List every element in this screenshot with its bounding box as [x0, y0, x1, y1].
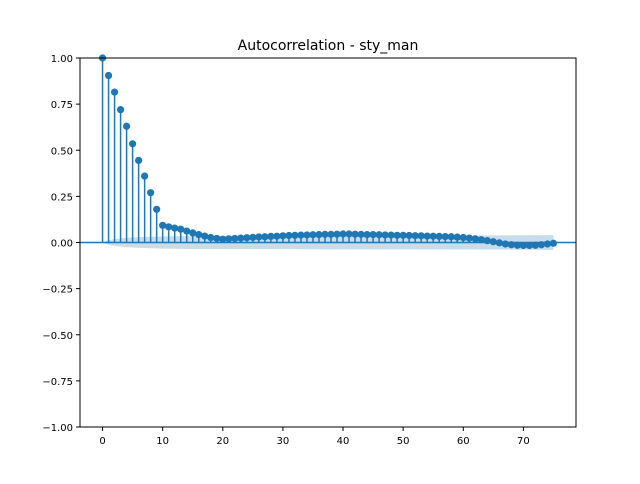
acf-marker [375, 231, 383, 239]
y-tick-label: −0.25 [42, 285, 73, 296]
acf-marker [303, 231, 311, 239]
y-tick-label: 0.00 [51, 239, 73, 250]
acf-marker [423, 232, 431, 240]
y-tick-label: 0.75 [51, 100, 73, 111]
acf-marker [243, 234, 251, 242]
acf-marker [411, 232, 419, 240]
y-tick-label: −0.50 [42, 331, 73, 342]
acf-marker [261, 233, 269, 241]
acf-marker [141, 172, 149, 180]
acf-marker [471, 235, 479, 243]
y-tick-label: 0.50 [51, 146, 73, 157]
acf-marker [297, 231, 305, 239]
acf-marker [171, 224, 179, 232]
x-tick-label: 70 [517, 436, 530, 447]
acf-marker [219, 235, 227, 243]
acf-marker [417, 232, 425, 240]
acf-marker [129, 140, 137, 148]
acf-marker [122, 122, 131, 130]
x-tick-label: 60 [457, 436, 470, 447]
acf-marker [405, 231, 413, 240]
y-tick-label: 1.00 [51, 54, 73, 65]
acf-marker [321, 230, 329, 238]
acf-marker [399, 231, 407, 239]
acf-marker [339, 230, 347, 238]
acf-marker [309, 231, 317, 239]
acf-marker [459, 233, 467, 242]
acf-marker [104, 71, 113, 80]
acf-marker [110, 88, 119, 96]
acf-marker [183, 227, 191, 235]
acf-marker [225, 235, 233, 243]
y-tick-label: −1.00 [42, 423, 73, 434]
acf-marker [429, 232, 437, 240]
acf-marker [519, 241, 527, 250]
x-tick-label: 10 [156, 436, 169, 447]
chart-title: Autocorrelation - sty_man [238, 38, 419, 54]
acf-marker [147, 189, 155, 197]
acf-marker [135, 156, 143, 164]
acf-marker [465, 234, 473, 242]
y-tick-label: 0.25 [51, 192, 73, 203]
acf-marker [165, 223, 173, 231]
acf-marker [285, 231, 293, 240]
acf-marker [477, 236, 485, 244]
x-tick-label: 0 [99, 436, 105, 447]
x-tick-label: 30 [277, 436, 290, 447]
acf-marker [153, 205, 161, 213]
stem-layer [101, 58, 555, 246]
acf-marker [435, 232, 443, 241]
acf-marker [116, 106, 125, 114]
x-tick-label: 50 [397, 436, 410, 447]
acf-marker [363, 230, 371, 239]
acf-marker [333, 230, 341, 238]
acf-marker [159, 221, 167, 229]
acf-marker [279, 232, 287, 240]
acf-marker [525, 241, 534, 250]
acf-marker [189, 229, 197, 237]
acf-marker [351, 230, 359, 238]
acf-marker [357, 230, 365, 238]
acf-marker [201, 232, 209, 240]
acf-marker [441, 232, 449, 241]
acf-marker [447, 233, 455, 241]
acf-marker [531, 241, 540, 249]
acf-marker [273, 232, 281, 240]
acf-marker [237, 234, 245, 242]
marker-layer [98, 54, 558, 250]
x-tick-label: 20 [216, 436, 229, 447]
acf-marker [231, 234, 239, 243]
acf-marker [369, 230, 377, 239]
acf-marker [393, 231, 401, 239]
acf-marker [213, 234, 221, 243]
y-tick-label: −0.75 [42, 377, 73, 388]
acf-marker [381, 231, 389, 239]
acf-marker [207, 233, 215, 242]
acf-marker [453, 233, 461, 241]
acf-marker [327, 230, 335, 238]
acf-marker [345, 230, 353, 238]
axes-layer: 0 10 20 30 40 50 60 70 −1.00 −0.75 −0.50 −0.25 0.00 0… [42, 54, 577, 447]
acf-marker [267, 232, 275, 241]
acf-marker [387, 231, 395, 239]
acf-marker [291, 231, 299, 239]
acf-marker [249, 233, 257, 241]
acf-marker [255, 233, 263, 241]
x-tick-label: 40 [337, 436, 350, 447]
acf-marker [177, 225, 185, 233]
acf-marker [513, 241, 521, 249]
acf-marker [315, 230, 323, 239]
acf-marker [195, 230, 203, 239]
